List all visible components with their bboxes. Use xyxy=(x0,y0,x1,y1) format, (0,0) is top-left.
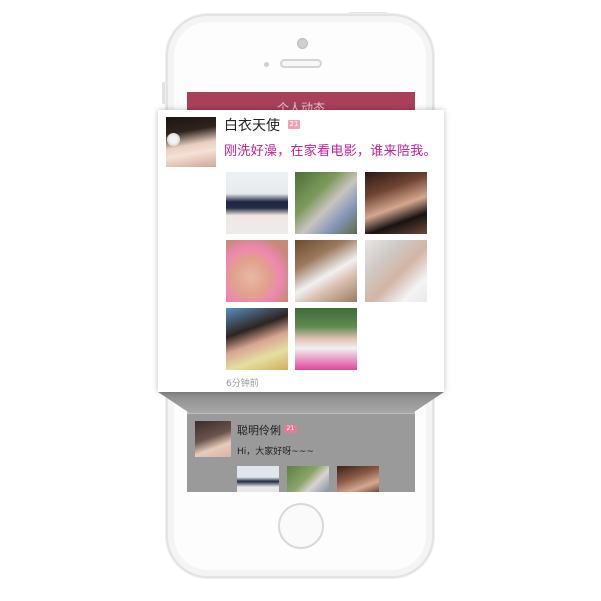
flower-hair-clip xyxy=(169,135,178,144)
feed-item-card[interactable]: 白衣天使 21 刚洗好澡，在家看电影，谁来陪我。 6分钟前 xyxy=(158,110,444,392)
post-text: Hi，大家好呀~~~ xyxy=(237,447,314,457)
photo-thumbnail[interactable] xyxy=(287,466,329,492)
home-button[interactable] xyxy=(278,503,324,549)
avatar[interactable] xyxy=(166,117,216,167)
photo-thumbnail[interactable] xyxy=(226,308,288,370)
user-name[interactable]: 聪明伶俐 xyxy=(237,424,281,437)
photo-thumbnail[interactable] xyxy=(226,172,288,234)
photo-thumbnail[interactable] xyxy=(365,240,427,302)
photo-thumbnail[interactable] xyxy=(365,172,427,234)
photo-thumbnail[interactable] xyxy=(237,466,279,492)
photo-thumbnail[interactable] xyxy=(337,466,379,492)
age-badge: 21 xyxy=(284,425,297,433)
post-text: 刚洗好澡，在家看电影，谁来陪我。 xyxy=(224,144,437,159)
age-badge: 21 xyxy=(288,120,300,129)
earpiece-speaker xyxy=(280,59,322,68)
photo-thumbnail[interactable] xyxy=(295,240,357,302)
post-timestamp: 6分钟前 xyxy=(226,379,259,389)
avatar[interactable] xyxy=(195,421,231,457)
card-shadow xyxy=(158,392,444,413)
photo-thumbnail[interactable] xyxy=(295,172,357,234)
proximity-sensor xyxy=(264,62,269,67)
user-name[interactable]: 白衣天使 xyxy=(224,118,280,134)
feed-item-next[interactable]: 聪明伶俐 21 Hi，大家好呀~~~ xyxy=(187,414,415,492)
photo-thumbnail[interactable] xyxy=(226,240,288,302)
mute-switch xyxy=(162,82,166,104)
photo-thumbnail[interactable] xyxy=(295,308,357,370)
front-camera xyxy=(297,38,308,49)
